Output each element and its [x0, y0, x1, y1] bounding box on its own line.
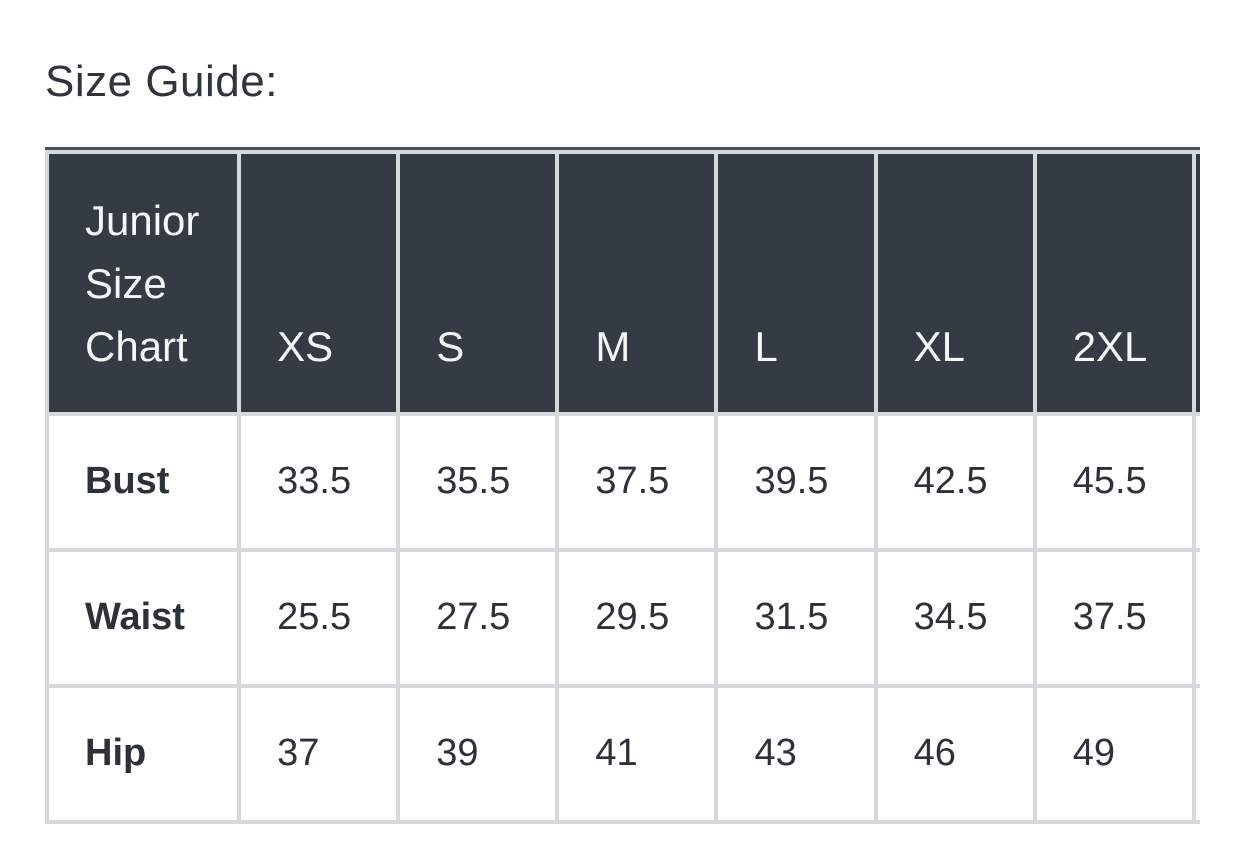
corner-header-cell: Junior Size Chart: [49, 153, 238, 412]
row-label-hip: Hip: [49, 687, 238, 820]
size-value-cell: 45.5: [1036, 415, 1192, 548]
size-value-cell: 37.5: [559, 415, 715, 548]
size-guide-heading: Size Guide:: [45, 57, 278, 106]
column-header-2xl: 2XL: [1036, 153, 1192, 412]
size-value-cell: 39: [400, 687, 556, 820]
row-label-bust: Bust: [49, 415, 238, 548]
page: Size Guide: Junior Size Chart XS S M L X…: [0, 56, 1242, 824]
clipped-column-header: [1195, 153, 1200, 412]
column-header-xl: XL: [877, 153, 1033, 412]
size-value-cell: 43: [718, 687, 874, 820]
row-label-waist: Waist: [49, 551, 238, 684]
size-table-scroll-container[interactable]: Junior Size Chart XS S M L XL 2XL Bust 3…: [45, 146, 1200, 824]
table-header-row: Junior Size Chart XS S M L XL 2XL: [49, 153, 1200, 412]
table-row-waist: Waist 25.5 27.5 29.5 31.5 34.5 37.5: [49, 551, 1200, 684]
size-value-cell: 25.5: [241, 551, 397, 684]
size-value-cell: 42.5: [877, 415, 1033, 548]
size-value-cell: 37.5: [1036, 551, 1192, 684]
column-header-l: L: [718, 153, 874, 412]
size-value-cell: 29.5: [559, 551, 715, 684]
size-value-cell: 33.5: [241, 415, 397, 548]
size-value-cell: 35.5: [400, 415, 556, 548]
column-header-m: M: [559, 153, 715, 412]
column-header-s: S: [400, 153, 556, 412]
junior-size-chart-table: Junior Size Chart XS S M L XL 2XL Bust 3…: [45, 149, 1200, 824]
table-row-hip: Hip 37 39 41 43 46 49: [49, 687, 1200, 820]
size-value-cell: 46: [877, 687, 1033, 820]
size-value-cell: 37: [241, 687, 397, 820]
size-value-cell: 31.5: [718, 551, 874, 684]
column-header-xs: XS: [241, 153, 397, 412]
size-value-cell: 49: [1036, 687, 1192, 820]
size-value-cell: 34.5: [877, 551, 1033, 684]
table-row-bust: Bust 33.5 35.5 37.5 39.5 42.5 45.5: [49, 415, 1200, 548]
clipped-value-cell: [1195, 687, 1200, 820]
size-value-cell: 41: [559, 687, 715, 820]
size-value-cell: 27.5: [400, 551, 556, 684]
clipped-value-cell: [1195, 415, 1200, 548]
size-value-cell: 39.5: [718, 415, 874, 548]
clipped-value-cell: [1195, 551, 1200, 684]
